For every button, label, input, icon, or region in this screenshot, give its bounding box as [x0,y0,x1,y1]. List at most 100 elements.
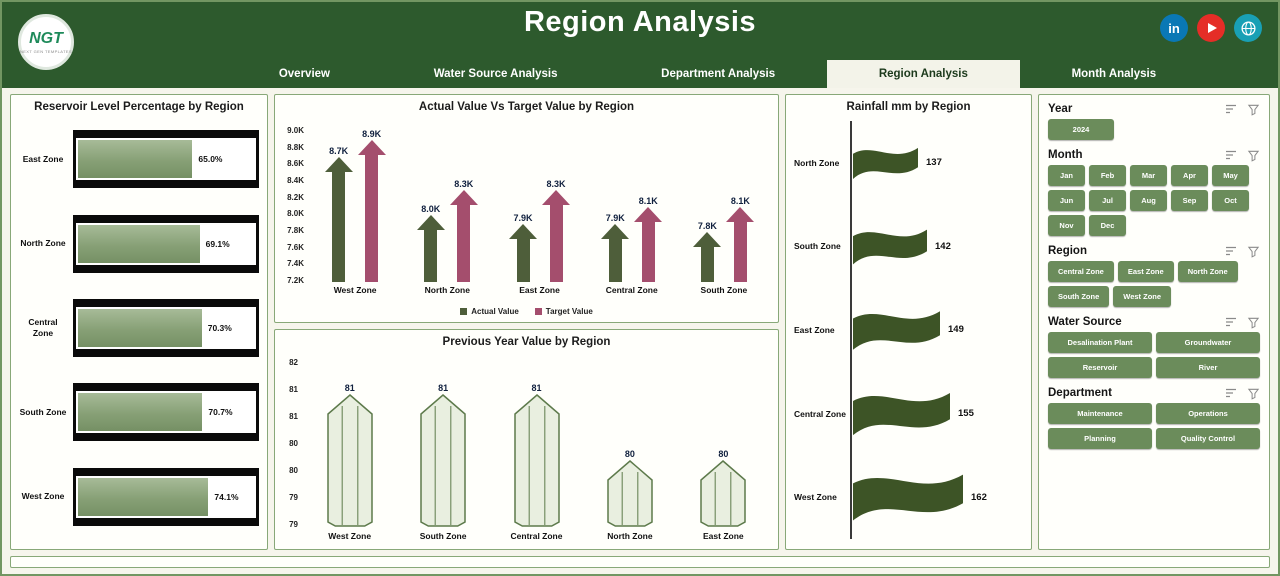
value-label: 162 [971,491,987,503]
value-label: 70.3% [207,322,232,333]
filter-option-maintenance[interactable]: Maintenance [1048,403,1152,424]
filter-option-quality-control[interactable]: Quality Control [1156,428,1260,449]
tab-department-analysis[interactable]: Department Analysis [661,68,776,80]
filter-option-feb[interactable]: Feb [1089,165,1126,186]
clear-filter-icon[interactable] [1224,244,1238,258]
filter-option-dec[interactable]: Dec [1089,215,1126,236]
filter-icon[interactable] [1247,103,1260,116]
flag-bar[interactable] [852,223,928,270]
reservoir-bar[interactable]: 74.1% [73,467,259,526]
filter-option-jan[interactable]: Jan [1048,165,1085,186]
filter-title: Water Source [1048,316,1122,328]
clear-filter-icon[interactable] [1224,386,1238,400]
legend-label: Actual Value [471,307,519,316]
arrow-stem [700,247,714,282]
pencil-bar[interactable] [700,460,747,527]
filter-options: 2024 [1048,119,1260,140]
filter-option-may[interactable]: May [1212,165,1249,186]
target-column: 8.3K [542,179,570,282]
value-label: 8.7K [329,146,349,156]
flag-bar[interactable] [852,466,964,528]
x-tick-label: West Zone [333,285,377,295]
filter-title: Year [1048,103,1073,115]
actual-arrow-bar[interactable] [509,224,537,282]
filter-option-jul[interactable]: Jul [1089,190,1126,211]
pencil-bar[interactable] [420,394,466,527]
bar-group: 80 East Zone [677,352,770,549]
reservoir-bar-track: 70.7% [78,393,254,432]
filter-option-mar[interactable]: Mar [1130,165,1167,186]
bar-pair: 7.8K 8.1K [693,117,755,282]
filter-option-operations[interactable]: Operations [1156,403,1260,424]
tab-region-analysis[interactable]: Region Analysis [826,60,1020,88]
clear-filter-icon[interactable] [1224,102,1238,116]
filter-option-reservoir[interactable]: Reservoir [1048,357,1152,378]
value-label: 137 [926,157,942,169]
filter-icon[interactable] [1247,316,1260,329]
actual-arrow-bar[interactable] [416,215,445,282]
reservoir-bar[interactable]: 65.0% [73,130,259,189]
middle-column: Actual Value Vs Target Value by Region 9… [274,94,779,550]
category-label: South Zone [19,407,67,418]
value-label: 8.9K [362,129,382,139]
pencil-bar[interactable] [607,460,653,527]
filter-option-desalination-plant[interactable]: Desalination Plant [1048,332,1152,353]
flag-bar[interactable] [852,304,941,356]
rainfall-row: North Zone 137 [792,121,1025,205]
linkedin-icon[interactable]: in [1160,14,1188,42]
filter-option-south-zone[interactable]: South Zone [1048,286,1110,307]
actual-arrow-bar[interactable] [601,224,630,282]
tab-water-source-analysis[interactable]: Water Source Analysis [433,68,558,80]
filter-option-apr[interactable]: Apr [1171,165,1208,186]
filter-option-jun[interactable]: Jun [1048,190,1085,211]
actual-arrow-bar[interactable] [324,157,353,282]
filter-option-nov[interactable]: Nov [1048,215,1085,236]
reservoir-bar-fill [78,477,209,516]
category-label: West Zone [21,491,65,502]
filter-option-aug[interactable]: Aug [1130,190,1167,211]
globe-icon [1240,20,1256,36]
filter-option-east-zone[interactable]: East Zone [1117,261,1174,282]
actual-arrow-bar[interactable] [693,232,722,282]
filter-option-north-zone[interactable]: North Zone [1177,261,1238,282]
target-arrow-bar[interactable] [634,207,663,282]
target-column: 8.1K [634,196,663,282]
legend-swatch [460,308,468,315]
x-tick-label: North Zone [424,285,470,295]
arrow-stem [424,230,438,282]
tab-month-analysis[interactable]: Month Analysis [1071,68,1157,80]
clear-filter-icon[interactable] [1224,315,1238,329]
clear-filter-icon[interactable] [1224,148,1238,162]
reservoir-bar[interactable]: 69.1% [73,214,259,273]
youtube-icon[interactable] [1197,14,1225,42]
pencil-bar[interactable] [326,394,373,527]
filter-option-sep[interactable]: Sep [1171,190,1208,211]
tab-overview[interactable]: Overview [278,68,330,80]
filter-option-west-zone[interactable]: West Zone [1113,286,1172,307]
previous-year-chart: 82 81 81 80 80 79 79 81 West Zone 81 South Zone 81 C… [275,350,778,549]
filter-option-2024[interactable]: 2024 [1048,119,1114,140]
reservoir-bar[interactable]: 70.3% [73,298,259,357]
filter-section-region: Region Central Zone East Zone North Zone Sou… [1048,239,1260,307]
filter-icon[interactable] [1247,387,1260,400]
filter-icon[interactable] [1247,245,1260,258]
reservoir-bar[interactable]: 70.7% [73,383,259,442]
flag-bar[interactable] [852,385,951,442]
y-tick-label: 8.8K [287,142,304,152]
target-arrow-bar[interactable] [357,140,386,282]
dashboard-body: Reservoir Level Percentage by Region Eas… [2,88,1278,552]
target-arrow-bar[interactable] [542,190,570,282]
website-icon[interactable] [1234,14,1262,42]
filter-option-groundwater[interactable]: Groundwater [1156,332,1260,353]
pencil-bar[interactable] [513,394,560,527]
social-icons: in [1160,14,1262,42]
filter-icon[interactable] [1247,149,1260,162]
filter-option-central-zone[interactable]: Central Zone [1048,261,1114,282]
target-arrow-bar[interactable] [449,190,478,282]
filter-option-oct[interactable]: Oct [1212,190,1249,211]
target-arrow-bar[interactable] [726,207,755,282]
filter-option-river[interactable]: River [1156,357,1260,378]
flag-bar[interactable] [852,142,919,184]
filter-option-planning[interactable]: Planning [1048,428,1152,449]
y-tick-label: 82 [289,358,298,367]
